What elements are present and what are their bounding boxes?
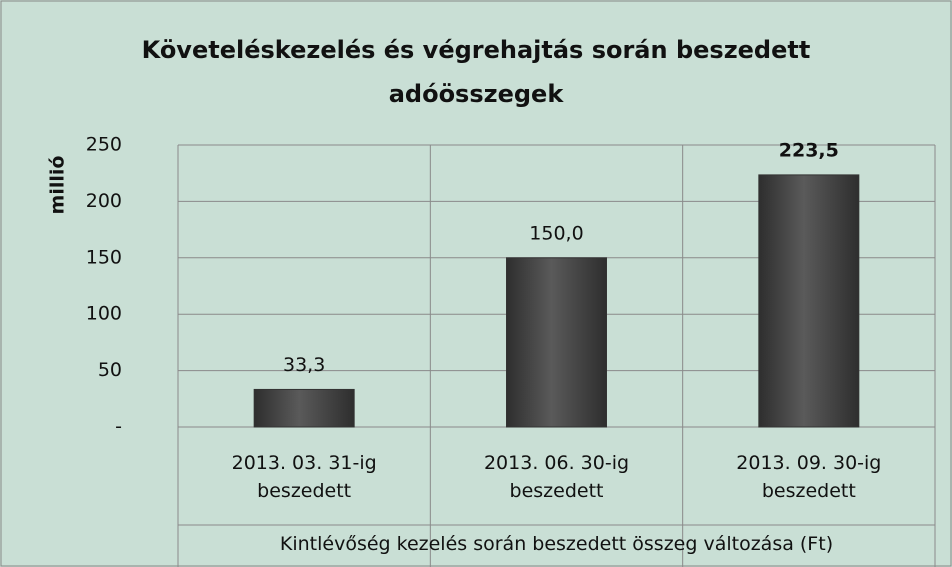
x-tick-label: 2013. 06. 30-ig beszedett: [483, 452, 630, 502]
y-tick-label: 150: [86, 246, 122, 268]
data-label: 33,3: [283, 354, 325, 376]
y-tick-label: 50: [98, 359, 122, 381]
y-axis-label: millió: [47, 156, 69, 215]
data-label: 223,5: [779, 139, 839, 161]
x-tick-label: 2013. 03. 31-ig beszedett: [231, 452, 377, 502]
y-tick-label: 200: [86, 190, 122, 212]
bar: [253, 388, 355, 428]
x-axis-label: Kintlévőség kezelés során beszedett össz…: [279, 533, 834, 555]
chart-title: Követeléskezelés és végrehajtás során be…: [141, 36, 811, 108]
bar: [758, 174, 860, 428]
y-tick-label: 100: [86, 303, 122, 325]
y-tick-label: -: [115, 416, 122, 438]
x-tick-label: 2013. 09. 30-ig beszedett: [736, 452, 882, 502]
data-label: 150,0: [529, 222, 583, 244]
bar: [506, 257, 607, 428]
y-tick-label: 250: [86, 134, 122, 156]
